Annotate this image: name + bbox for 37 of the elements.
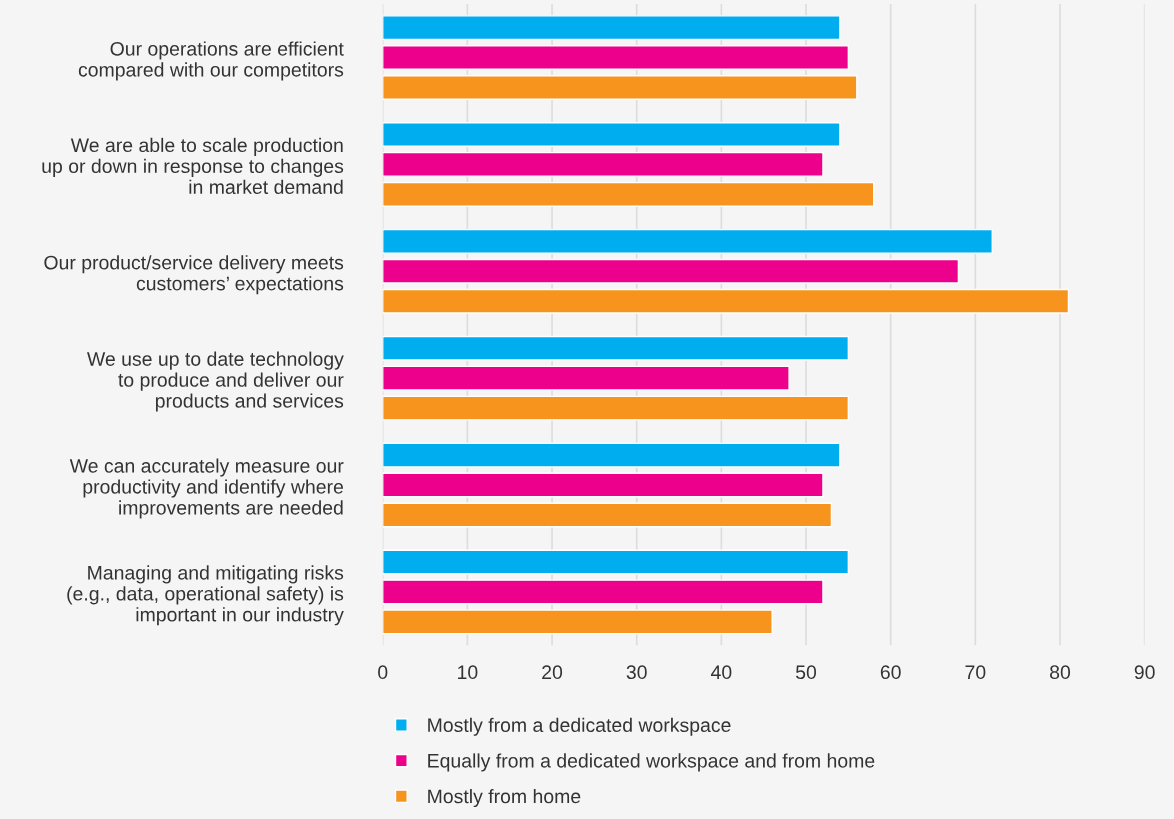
x-tick-label: 30 (626, 665, 647, 680)
bar (382, 472, 824, 498)
bar (382, 15, 841, 41)
bar (382, 609, 773, 635)
y-tick-label: Our product/service delivery meets customers’ expectations (44, 255, 344, 295)
y-tick-label: We are able to scale production up or down in response to changes in market demand (42, 137, 344, 194)
x-tick-label: 40 (710, 665, 732, 680)
legend-label: Mostly from a dedicated workspace (428, 717, 731, 736)
bar (382, 181, 875, 207)
legend-label: Equally from a dedicated workspace and from home (428, 753, 875, 772)
x-tick-label: 70 (965, 665, 986, 680)
y-tick-label: We can accurately measure our productivity and identify where improvements are needed (69, 458, 344, 519)
bar (382, 442, 841, 468)
y-tick-label: Our operations are efficient compared with our competitors (78, 41, 344, 81)
legend-label: Mostly from home (428, 789, 581, 808)
x-tick-label: 80 (1050, 665, 1071, 680)
bar (382, 122, 841, 147)
bar (382, 151, 824, 177)
y-tick-label: Managing and mitigating risks (e.g., data, operational safety) is important in our industry (67, 565, 344, 626)
bar (382, 335, 850, 361)
x-tick-label: 0 (378, 665, 388, 680)
bar (382, 228, 993, 254)
y-tick-label: We use up to date technology to produce and deliver our products and services (87, 351, 344, 412)
bar (382, 395, 850, 421)
bar (382, 75, 858, 100)
bar (382, 579, 824, 605)
bar (382, 45, 850, 70)
bar (382, 288, 1070, 314)
bar (382, 502, 833, 528)
x-tick-label: 20 (542, 665, 563, 680)
bar (382, 258, 960, 284)
x-tick-label: 90 (1134, 665, 1155, 680)
x-tick-label: 60 (880, 665, 901, 680)
bar (382, 549, 850, 575)
bar (382, 365, 790, 391)
x-tick-label: 10 (458, 665, 478, 680)
x-tick-label: 50 (795, 665, 817, 680)
